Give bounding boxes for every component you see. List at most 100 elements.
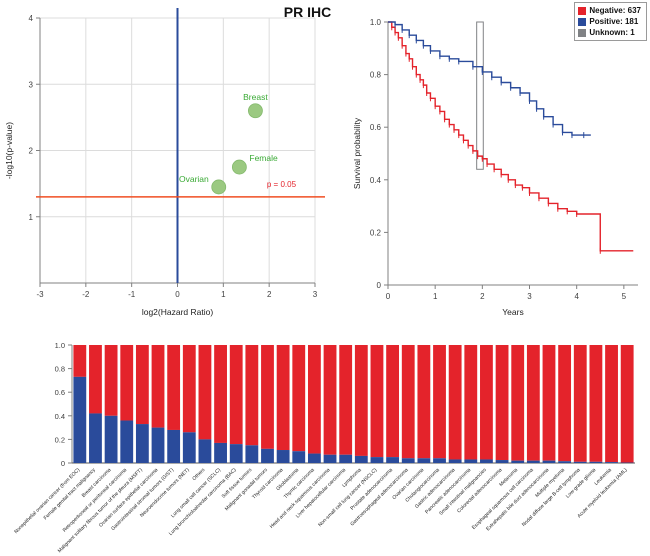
bar-segment-negative: [214, 345, 227, 443]
legend-swatch: [578, 17, 587, 26]
bar-segment-negative: [433, 345, 446, 459]
bar-category-label: Low-grade glioma: [565, 467, 598, 500]
bar-segment-negative: [526, 345, 540, 461]
bar-segment-positive: [511, 460, 525, 463]
bar-segment-positive: [135, 424, 149, 463]
y-tick-label: 2: [29, 147, 34, 156]
x-tick-label: 0: [175, 290, 180, 299]
x-tick-label: 3: [313, 290, 318, 299]
x-tick-label: 4: [574, 292, 579, 301]
bar-segment-negative: [589, 345, 603, 462]
bar-segment-positive: [292, 451, 306, 463]
legend-row: Positive: 181: [578, 16, 641, 27]
bar-segment-negative: [167, 345, 181, 430]
bar-segment-positive: [605, 462, 618, 463]
bar-segment-negative: [558, 345, 572, 462]
bar-segment-positive: [386, 457, 400, 463]
bar-segment-negative: [261, 345, 274, 449]
bar-segment-negative: [495, 345, 509, 461]
bar-segment-negative: [339, 345, 353, 455]
x-tick-label: -3: [36, 290, 44, 299]
y-tick-label: 0.6: [55, 388, 65, 397]
bar-segment-positive: [89, 413, 102, 463]
bar-segment-positive: [433, 458, 446, 463]
legend-row: Unknown: 1: [578, 27, 641, 38]
bar-segment-negative: [448, 345, 462, 460]
bar-segment-positive: [589, 461, 603, 463]
y-tick-label: 0: [61, 459, 65, 468]
bar-segment-positive: [104, 415, 118, 463]
bar-segment-negative: [135, 345, 149, 425]
bar-segment-positive: [323, 454, 337, 463]
x-axis-title: log2(Hazard Ratio): [142, 307, 214, 317]
bar-segment-positive: [214, 442, 227, 463]
bar-segment-negative: [292, 345, 306, 452]
bar-segment-positive: [401, 458, 415, 463]
bar-segment-positive: [198, 439, 212, 463]
bar-segment-positive: [573, 461, 587, 463]
x-tick-label: 3: [527, 292, 532, 301]
bar-segment-negative: [104, 345, 118, 416]
x-tick-label: 0: [386, 292, 391, 301]
legend-label: Positive: 181: [589, 17, 639, 26]
bar-category-label: Nodal diffuse large B-cell lymphoma: [521, 467, 582, 528]
bar-segment-positive: [354, 455, 368, 463]
bar-segment-positive: [370, 457, 384, 463]
x-tick-label: -1: [128, 290, 136, 299]
y-tick-label: 0.8: [370, 71, 382, 80]
y-tick-label: 0: [377, 281, 382, 290]
bar-segment-negative: [151, 345, 165, 428]
bar-segment-positive: [417, 458, 431, 463]
bar-segment-negative: [89, 345, 102, 414]
y-axis-title: Survival probability: [352, 117, 362, 189]
legend-swatch: [578, 28, 587, 37]
bar-segment-positive: [495, 460, 509, 463]
y-tick-label: 0.2: [370, 228, 382, 237]
y-tick-label: 0.6: [370, 123, 382, 132]
bar-segment-positive: [307, 453, 321, 463]
x-tick-label: 5: [622, 292, 627, 301]
bar-segment-negative: [620, 345, 634, 463]
y-tick-label: 1.0: [55, 341, 65, 350]
bar-segment-negative: [542, 345, 556, 461]
scatter-point-label: Breast: [243, 92, 268, 102]
hazard-ratio-scatter-plot: -3 -2 -1 0 1 2 3 1 2 3 4 p = 0.05 Breast Female Ovaria…: [4, 8, 325, 317]
bar-segment-positive: [167, 429, 181, 463]
legend-swatch: [578, 6, 587, 15]
y-tick-label: 4: [29, 14, 34, 23]
bar-segment-negative: [480, 345, 493, 460]
bar-segment-negative: [198, 345, 212, 440]
bar-segment-negative: [386, 345, 400, 458]
km-curve-positive: [388, 21, 591, 136]
bar-segment-negative: [417, 345, 431, 459]
x-tick-label: 1: [433, 292, 438, 301]
legend-row: Negative: 637: [578, 5, 641, 16]
legend-label: Unknown: 1: [589, 28, 635, 37]
significance-label: p = 0.05: [267, 180, 297, 189]
bar-segment-positive: [73, 376, 87, 463]
bar-segment-negative: [605, 345, 618, 463]
x-tick-label: 2: [480, 292, 485, 301]
x-tick-label: -2: [82, 290, 90, 299]
bar-segment-positive: [261, 448, 274, 463]
y-tick-label: 0.8: [55, 365, 65, 374]
bar-segment-positive: [120, 420, 134, 463]
bar-segment-positive: [464, 459, 478, 463]
bar-segment-negative: [245, 345, 259, 446]
x-axis-title: Years: [502, 307, 523, 317]
y-tick-label: 0.4: [370, 176, 382, 185]
bar-segment-negative: [511, 345, 525, 461]
y-tick-label: 0.4: [55, 412, 65, 421]
bar-segment-negative: [182, 345, 196, 433]
bar-segment-positive: [151, 427, 165, 463]
x-tick-label: 2: [267, 290, 272, 299]
bar-segment-positive: [558, 461, 572, 463]
x-tick-label: 1: [221, 290, 226, 299]
y-tick-label: 3: [29, 80, 34, 89]
kaplan-meier-plot: 0 1 2 3 4 5 0 0.2 0.4 0.6 0.8 1.0 Years Survival prob…: [352, 18, 638, 317]
bar-segment-negative: [73, 345, 87, 377]
y-tick-label: 0.2: [55, 435, 65, 444]
scatter-point: [211, 179, 227, 195]
bar-segment-negative: [354, 345, 368, 456]
